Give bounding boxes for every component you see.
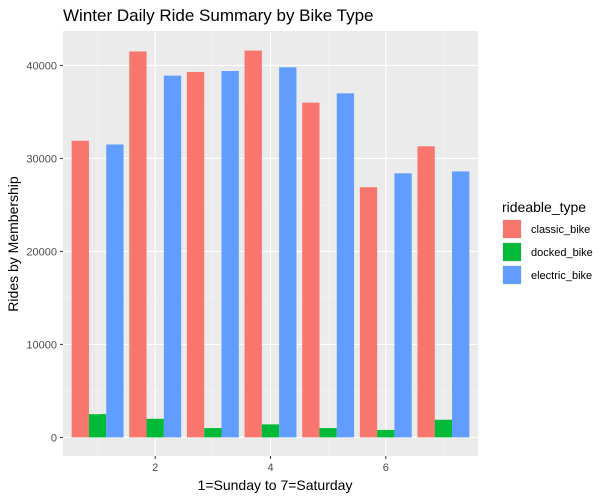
bar-docked_bike-4 — [261, 424, 280, 438]
legend-swatch-docked_bike — [503, 243, 521, 261]
x-axis: 2 4 6 — [152, 456, 389, 474]
y-axis-title: Rides by Membership — [5, 176, 21, 312]
bar-docked_bike-1 — [88, 414, 107, 438]
y-tick-label: 30000 — [26, 153, 57, 165]
legend-label-classic_bike: classic_bike — [531, 224, 590, 236]
bar-electric_bike-1 — [106, 144, 124, 438]
bar-electric_bike-3 — [221, 70, 239, 438]
bar-classic_bike-5 — [302, 102, 320, 438]
bars — [71, 50, 470, 438]
legend-label-electric_bike: electric_bike — [531, 270, 592, 282]
x-tick-label: 6 — [383, 462, 389, 474]
y-tick-label: 20000 — [26, 246, 57, 258]
x-tick-label: 4 — [267, 462, 273, 474]
bar-classic_bike-6 — [359, 187, 378, 438]
legend-title: rideable_type — [502, 199, 586, 215]
bar-electric_bike-4 — [279, 67, 297, 438]
bar-electric_bike-5 — [336, 93, 355, 438]
y-tick-label: 0 — [51, 432, 57, 444]
y-tick-label: 10000 — [26, 339, 57, 351]
bar-docked_bike-2 — [146, 418, 164, 438]
bar-classic_bike-1 — [71, 140, 89, 438]
bar-classic_bike-7 — [417, 146, 435, 438]
bar-docked_bike-5 — [319, 428, 337, 438]
bar-classic_bike-2 — [129, 51, 147, 438]
legend-label-docked_bike: docked_bike — [531, 247, 593, 259]
legend-swatch-classic_bike — [503, 220, 521, 238]
y-tick-label: 40000 — [26, 60, 57, 72]
bar-docked_bike-7 — [434, 419, 453, 438]
bar-classic_bike-3 — [186, 71, 205, 438]
y-axis: 0 10000 20000 30000 40000 — [26, 60, 63, 444]
x-axis-title: 1=Sunday to 7=Saturday — [198, 477, 353, 493]
bar-electric_bike-6 — [394, 173, 412, 438]
x-tick-label: 2 — [152, 462, 158, 474]
bar-electric_bike-2 — [163, 75, 182, 438]
bar-classic_bike-4 — [244, 50, 262, 438]
legend: rideable_type classic_bike docked_bikeele… — [502, 199, 593, 285]
bar-electric_bike-7 — [452, 171, 470, 438]
chart-title: Winter Daily Ride Summary by Bike Type — [63, 6, 374, 25]
bar-docked_bike-3 — [204, 428, 222, 438]
legend-swatch-electric_bike — [503, 266, 521, 284]
bar-docked_bike-6 — [377, 429, 395, 438]
